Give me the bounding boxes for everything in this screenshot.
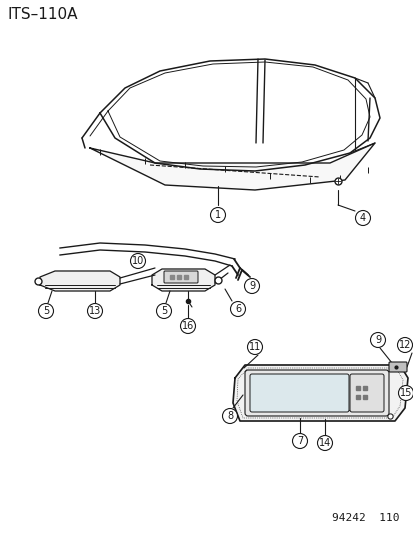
Text: 7: 7 [296,436,302,446]
Circle shape [130,254,145,269]
Circle shape [87,303,102,319]
Text: 9: 9 [374,335,380,345]
Circle shape [396,337,411,352]
FancyBboxPatch shape [249,374,348,412]
Circle shape [222,408,237,424]
Text: 15: 15 [399,388,411,398]
Polygon shape [233,365,407,421]
Circle shape [317,435,332,450]
FancyBboxPatch shape [349,374,383,412]
Text: 10: 10 [132,256,144,266]
Circle shape [398,385,413,400]
Text: 13: 13 [89,306,101,316]
Polygon shape [90,143,374,190]
Text: 94242  110: 94242 110 [332,513,399,523]
Text: 12: 12 [398,340,410,350]
Text: 11: 11 [248,342,261,352]
Circle shape [38,303,53,319]
Text: ITS–110A: ITS–110A [8,7,78,22]
FancyBboxPatch shape [388,362,406,372]
Text: 5: 5 [161,306,167,316]
Text: 1: 1 [214,210,221,220]
Text: 8: 8 [226,411,233,421]
FancyBboxPatch shape [164,271,197,283]
Circle shape [156,303,171,319]
Text: 14: 14 [318,438,330,448]
Circle shape [247,340,262,354]
Circle shape [180,319,195,334]
Text: 5: 5 [43,306,49,316]
Circle shape [370,333,385,348]
Circle shape [244,279,259,294]
Polygon shape [40,271,120,291]
Circle shape [230,302,245,317]
Text: 4: 4 [359,213,365,223]
FancyBboxPatch shape [244,370,388,416]
Circle shape [292,433,307,448]
Circle shape [355,211,370,225]
Text: 9: 9 [248,281,254,291]
Text: 16: 16 [181,321,194,331]
Polygon shape [152,269,214,291]
Text: 6: 6 [234,304,240,314]
Circle shape [210,207,225,222]
